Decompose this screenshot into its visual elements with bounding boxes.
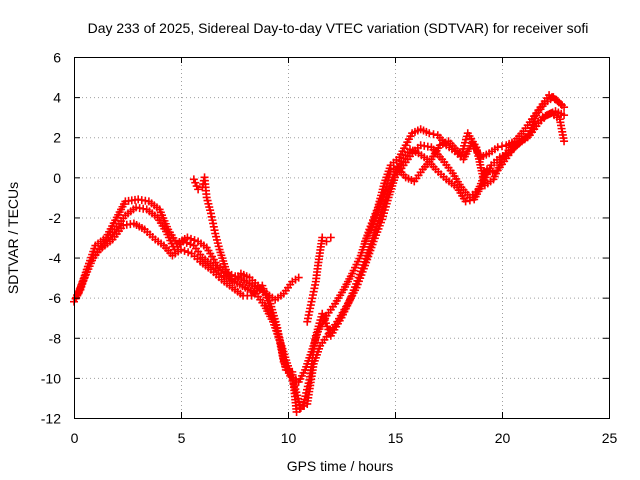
x-tick-label: 5 [178,430,186,446]
y-tick-label: -6 [49,290,62,306]
y-tick-label: 2 [53,130,61,146]
x-tick-label: 25 [602,430,618,446]
data-point [560,111,569,120]
y-tick-label: 6 [53,50,61,66]
data-point [461,197,470,206]
y-tick-label: -8 [49,330,62,346]
data-point [294,273,303,282]
y-axis-label: SDTVAR / TECUs [5,182,21,294]
x-tick-label: 15 [388,430,404,446]
y-tick-label: -2 [49,210,62,226]
data-point [498,142,506,151]
data-point [465,196,474,205]
x-tick-label: 20 [495,430,511,446]
data-point [560,137,569,146]
data-point [318,233,327,242]
x-tick-label: 0 [71,430,79,446]
data-point [493,143,502,152]
data-point [179,237,188,246]
data-point [425,129,434,138]
data-point [557,101,566,110]
y-tick-label: -10 [41,370,61,386]
x-axis-label: GPS time / hours [287,458,394,474]
data-point [186,240,195,249]
data-point [182,238,191,247]
x-tick-label: 10 [281,430,297,446]
data-points [70,91,569,416]
data-point [194,185,203,194]
data-point [429,130,438,139]
y-tick-label: 0 [53,170,61,186]
data-point [322,237,331,246]
y-tick-label: 4 [53,90,61,106]
y-tick-label: -4 [49,250,62,266]
chart-title: Day 233 of 2025, Sidereal Day-to-day VTE… [88,20,589,36]
data-point [180,246,189,255]
y-tick-label: -12 [41,411,61,427]
axes: 0 5 10 15 20 25 -12 -10 -8 -6 -4 -2 0 2 4 6 [41,50,618,447]
data-point [184,248,193,257]
data-point [177,245,185,254]
data-point [326,233,335,242]
plot-frame [74,57,610,419]
